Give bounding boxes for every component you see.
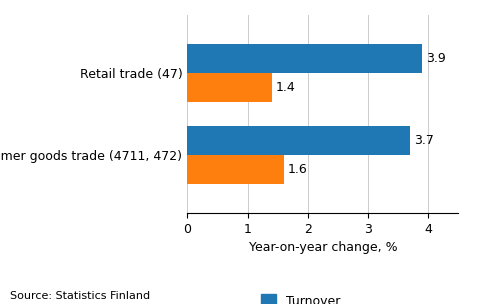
X-axis label: Year-on-year change, %: Year-on-year change, % — [248, 241, 397, 254]
Text: 1.4: 1.4 — [276, 81, 296, 94]
Text: 3.9: 3.9 — [426, 52, 446, 65]
Text: Source: Statistics Finland: Source: Statistics Finland — [10, 291, 150, 301]
Text: 1.6: 1.6 — [288, 163, 308, 176]
Text: 3.7: 3.7 — [415, 134, 434, 147]
Bar — [187, 73, 272, 102]
Bar — [187, 126, 410, 155]
Bar — [187, 44, 423, 73]
Legend: Turnover, Sales volume: Turnover, Sales volume — [261, 294, 370, 304]
Bar — [187, 155, 284, 184]
